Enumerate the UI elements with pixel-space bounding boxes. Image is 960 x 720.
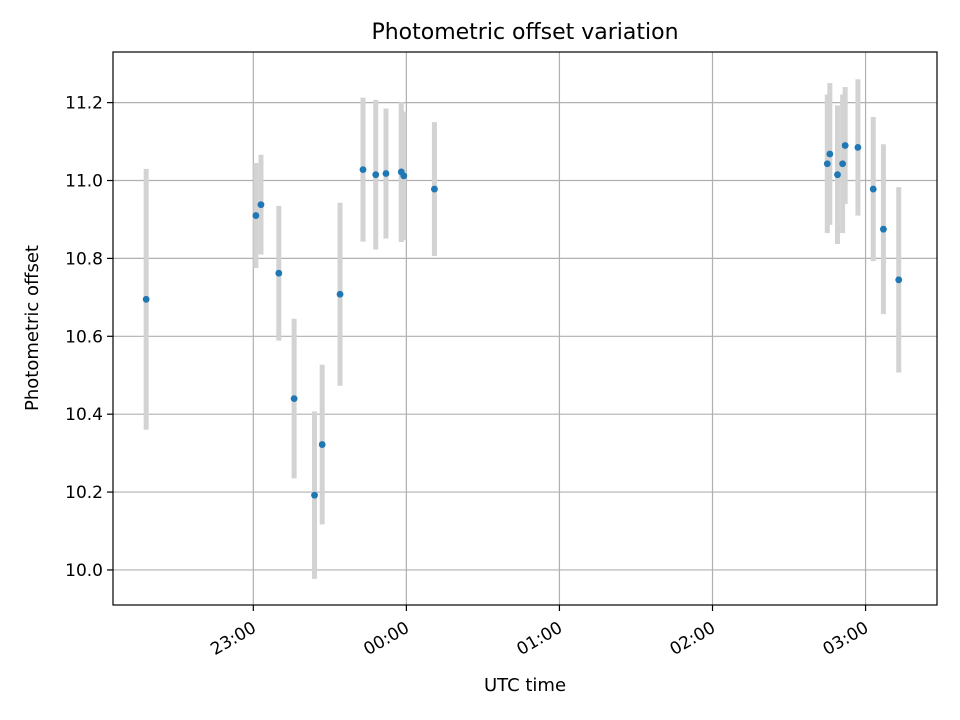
tick-layer: 23:00 00:00 01:00 02:00 03:00 10.0 10.2 10.4 10.… bbox=[65, 94, 872, 660]
data-point bbox=[252, 212, 260, 219]
data-point bbox=[854, 144, 862, 151]
x-tick-label: 23:00 bbox=[207, 618, 259, 660]
y-tick-label: 10.2 bbox=[65, 483, 103, 503]
y-tick-label: 10.0 bbox=[65, 561, 103, 581]
data-point bbox=[311, 491, 318, 499]
y-tick-label: 10.8 bbox=[65, 249, 103, 269]
x-tick-label: 02:00 bbox=[667, 618, 719, 660]
data-point bbox=[359, 166, 367, 174]
x-tick-label: 03:00 bbox=[820, 618, 872, 660]
data-point bbox=[290, 395, 298, 402]
data-point bbox=[400, 172, 408, 180]
data-point bbox=[275, 269, 283, 277]
data-point bbox=[869, 185, 877, 193]
data-point bbox=[839, 160, 847, 168]
y-tick-label: 10.4 bbox=[65, 405, 103, 425]
x-axis-label: UTC time bbox=[484, 675, 566, 696]
y-tick-label: 10.6 bbox=[65, 327, 103, 347]
y-axis-label: Photometric offset bbox=[22, 245, 43, 411]
grid-layer bbox=[113, 52, 937, 605]
x-tick-label: 01:00 bbox=[514, 618, 566, 660]
plot-frame bbox=[112, 51, 938, 606]
data-point bbox=[834, 171, 841, 179]
point-layer bbox=[142, 142, 903, 499]
data-point bbox=[257, 201, 265, 209]
chart-title: Photometric offset variation bbox=[371, 20, 678, 45]
errorbar-layer bbox=[143, 79, 902, 579]
data-point bbox=[826, 150, 834, 158]
y-tick-label: 11.2 bbox=[65, 94, 103, 114]
data-point bbox=[431, 185, 438, 193]
data-point bbox=[142, 295, 150, 303]
y-tick-label: 11.0 bbox=[65, 172, 103, 192]
data-point bbox=[880, 225, 887, 233]
data-point bbox=[318, 441, 326, 448]
data-point bbox=[382, 170, 390, 177]
data-point bbox=[336, 290, 344, 298]
x-tick-label: 00:00 bbox=[360, 618, 412, 660]
data-point bbox=[372, 171, 380, 179]
data-point bbox=[841, 142, 849, 149]
data-point bbox=[895, 276, 903, 284]
data-point bbox=[823, 160, 831, 168]
